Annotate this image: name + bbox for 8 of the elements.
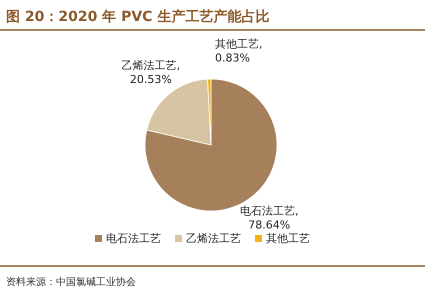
text: 资料来源：中国氯碱工业协会 <box>6 276 136 288</box>
chart-title: 图 20：2020 年 PVC 生产工艺产能占比 <box>6 8 270 25</box>
legend-label: 电石法工艺 <box>106 232 161 245</box>
legend-label: 其他工艺 <box>266 232 310 245</box>
data-label: 乙烯法工艺, 20.53% <box>122 59 180 86</box>
data-label: 电石法工艺, 78.64% <box>240 204 299 232</box>
data-label: 其他工艺, 0.83% <box>215 37 262 64</box>
legend-label: 乙烯法工艺 <box>186 232 241 245</box>
